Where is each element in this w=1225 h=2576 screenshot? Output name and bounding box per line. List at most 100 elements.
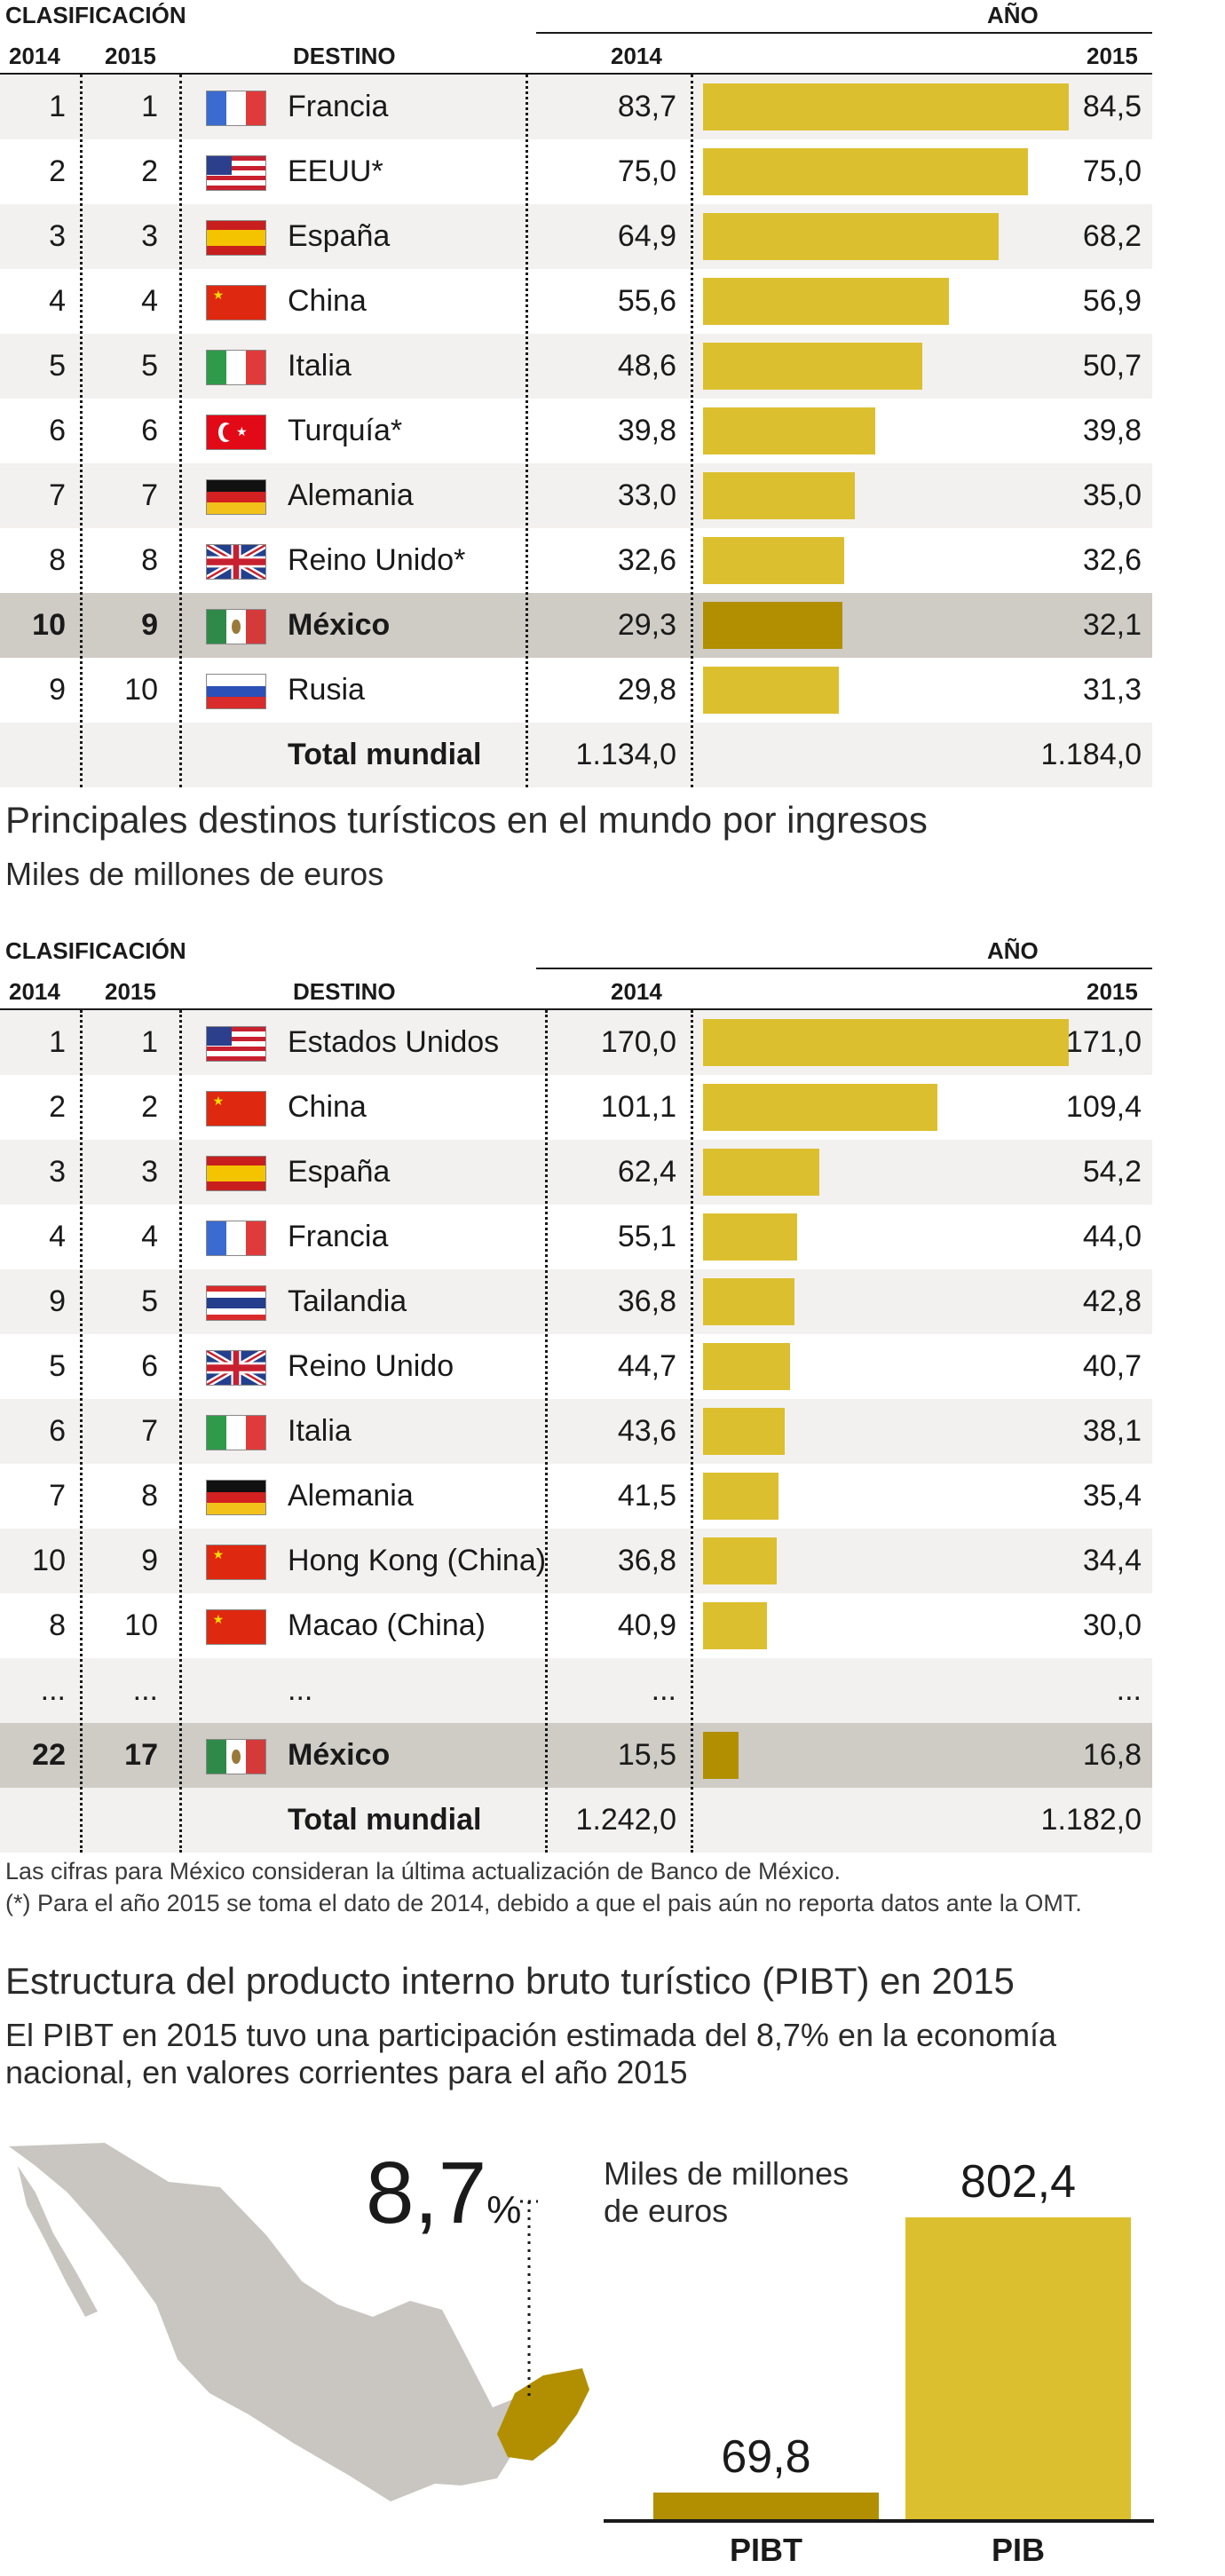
- rank-2014: 3: [49, 1155, 66, 1189]
- share-unit: %: [486, 2188, 522, 2232]
- value-2015: 50,7: [1082, 349, 1142, 383]
- rank-2014: 1: [49, 1025, 66, 1059]
- rank-2014: 3: [49, 219, 66, 253]
- destination-name: Hong Kong (China): [288, 1544, 547, 1577]
- flag-china-icon: ★: [206, 285, 266, 320]
- section3-subtitle-line1: El PIBT en 2015 tuvo una participación e…: [5, 2017, 1057, 2053]
- header-rank-2014: 2014: [9, 43, 60, 69]
- bar-2015: [703, 1149, 819, 1196]
- table-row: 8 10 ★ Macao (China) 40,9 30,0: [0, 1593, 1152, 1658]
- value-2014: 83,7: [617, 90, 676, 123]
- table-row: 2 2 EEUU* 75,0 75,0: [0, 139, 1152, 204]
- value-2014: 41,5: [617, 1479, 676, 1513]
- table-row: 3 3 España 64,9 68,2: [0, 204, 1152, 269]
- rank-2015: 6: [141, 1349, 158, 1383]
- rank-2014: 9: [49, 673, 66, 707]
- rank-2014: 22: [32, 1738, 66, 1772]
- flag-italy-icon: [206, 1415, 266, 1450]
- rank-2014: 5: [49, 1349, 66, 1383]
- bar-2015: [703, 407, 875, 454]
- bar-2015: [703, 1343, 790, 1390]
- table-row: 10 9 ★ Hong Kong (China) 36,8 34,4: [0, 1529, 1152, 1593]
- bar-2015: [703, 83, 1069, 130]
- pib-bar-pibt: [653, 2493, 879, 2519]
- section2-title: Principales destinos turísticos en el mu…: [5, 799, 928, 841]
- table-row: 1 1 Francia 83,7 84,5: [0, 75, 1152, 139]
- bar-2015: [703, 278, 949, 325]
- header-value-2015: 2015: [1087, 43, 1138, 69]
- value-2015: 32,1: [1082, 608, 1142, 642]
- destination-name: Alemania: [288, 478, 414, 512]
- unit-label-line2: de euros: [604, 2193, 729, 2229]
- value-2014: 36,8: [617, 1284, 676, 1318]
- destination-name: ...: [288, 1673, 313, 1707]
- value-2014: 43,6: [617, 1414, 676, 1448]
- value-2014: 75,0: [617, 154, 676, 188]
- bar-2015: [703, 667, 839, 714]
- bar-2015: [703, 1473, 778, 1520]
- rank-2014: 10: [32, 608, 66, 642]
- column-divider: [526, 75, 528, 787]
- table-row: 10 9 México 29,3 32,1: [0, 593, 1152, 658]
- value-2014: 29,3: [617, 608, 676, 642]
- ranking-table-arrivals: CLASIFICACIÓN AÑO 2014 2015 DESTINO 2014 2015 1…: [0, 0, 1152, 787]
- flag-russia-icon: [206, 674, 266, 709]
- rank-2014: 5: [49, 349, 66, 383]
- destination-name: China: [288, 1090, 367, 1124]
- rank-2015: 6: [141, 414, 158, 447]
- value-2015: 32,6: [1082, 543, 1142, 577]
- rank-2014: 4: [49, 284, 66, 318]
- value-2015: 39,8: [1082, 414, 1142, 447]
- header-destino: DESTINO: [293, 978, 396, 1005]
- total-row: Total mundial 1.242,0 1.182,0: [0, 1788, 1152, 1853]
- unit-label-line1: Miles de millones: [604, 2155, 850, 2192]
- total-row: Total mundial 1.134,0 1.184,0: [0, 723, 1152, 787]
- value-2014: 29,8: [617, 673, 676, 707]
- value-2014: 15,5: [617, 1738, 676, 1772]
- value-2015: 56,9: [1082, 284, 1142, 318]
- header-rule: [0, 1008, 1152, 1010]
- column-divider: [80, 1010, 83, 1853]
- pib-value-label: 802,4: [960, 2156, 1077, 2208]
- destination-name: Italia: [288, 1414, 352, 1448]
- destination-name: China: [288, 284, 367, 318]
- table-row: 9 10 Rusia 29,8 31,3: [0, 658, 1152, 723]
- rank-2014: ...: [40, 1673, 66, 1707]
- destination-name: Rusia: [288, 673, 365, 707]
- destination-name: Reino Unido*: [288, 543, 466, 577]
- destination-name: EEUU*: [288, 154, 383, 188]
- table-row: 7 7 Alemania 33,0 35,0: [0, 463, 1152, 528]
- rank-2015: ...: [132, 1673, 158, 1707]
- header-rank-2015: 2015: [105, 43, 156, 69]
- destination-name: Estados Unidos: [288, 1025, 500, 1059]
- rank-2015: 17: [124, 1738, 158, 1772]
- rank-2015: 1: [141, 1025, 158, 1059]
- value-2014: 39,8: [617, 414, 676, 447]
- bar-2015: [703, 1732, 739, 1779]
- flag-thailand-icon: [206, 1285, 266, 1321]
- value-2014: 1.242,0: [575, 1803, 676, 1837]
- value-2015: 84,5: [1082, 90, 1142, 123]
- value-2014: 33,0: [617, 478, 676, 512]
- destination-name: México: [288, 1738, 391, 1772]
- table-row: 2 2 ★ China 101,1 109,4: [0, 1075, 1152, 1140]
- destination-name: Macao (China): [288, 1608, 486, 1642]
- value-2015: 44,0: [1082, 1220, 1142, 1253]
- destination-name: España: [288, 1155, 391, 1189]
- value-2015: 171,0: [1065, 1025, 1142, 1059]
- rank-2014: 6: [49, 414, 66, 447]
- rank-2015: 3: [141, 1155, 158, 1189]
- yucatan-highlight: [497, 2368, 589, 2461]
- value-2015: 75,0: [1082, 154, 1142, 188]
- header-value-2014: 2014: [611, 978, 662, 1005]
- value-2015: 35,4: [1082, 1479, 1142, 1513]
- table-row: 4 4 Francia 55,1 44,0: [0, 1205, 1152, 1269]
- rank-2014: 1: [49, 90, 66, 123]
- bar-2015: [703, 537, 844, 584]
- bar-2015: [703, 1019, 1069, 1066]
- bar-2015: [703, 1602, 767, 1649]
- value-2014: 55,1: [617, 1220, 676, 1253]
- column-divider: [179, 75, 182, 787]
- flag-china-icon: ★: [206, 1545, 266, 1580]
- rank-2015: 5: [141, 1284, 158, 1318]
